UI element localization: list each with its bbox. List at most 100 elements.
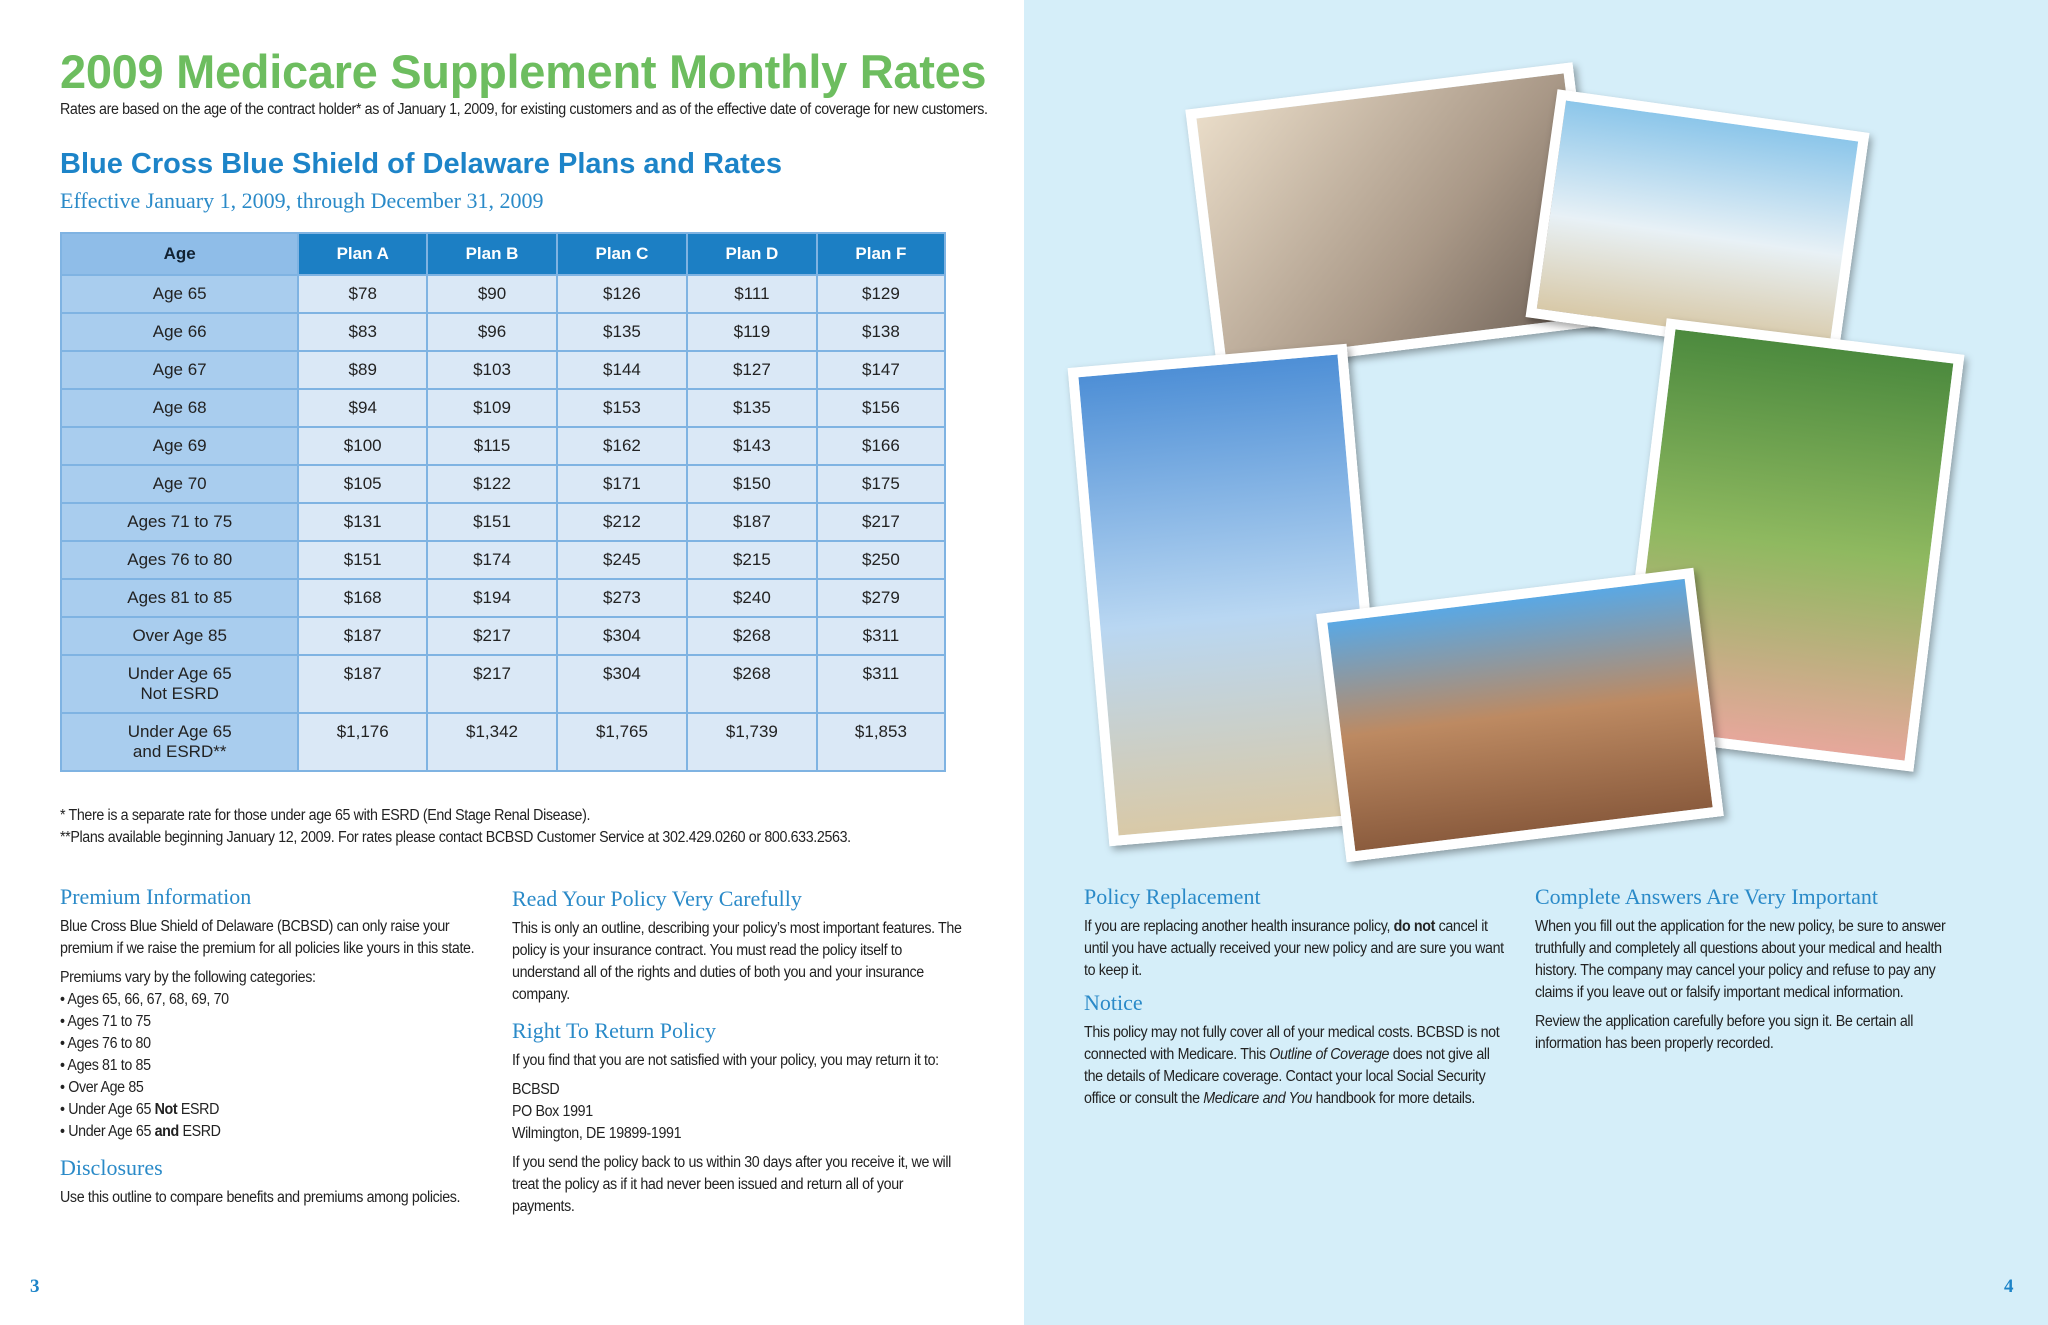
text-part: This policy may not fully cover all of y…	[1084, 1024, 1500, 1063]
cell: $129	[815, 274, 947, 314]
cell: $311	[815, 654, 947, 714]
col3: Policy Replacement If you are replacing …	[1084, 884, 1514, 1110]
row: Ages 81 to 85 $168 $194 $273 $240 $279	[59, 578, 947, 618]
cell: $245	[555, 540, 688, 580]
text: Premiums vary by the following categorie…	[60, 969, 316, 986]
cell: $122	[426, 464, 558, 504]
cell: $1,765	[555, 712, 688, 772]
cell: $111	[685, 274, 818, 314]
row: Age 68 $94 $109 $153 $135 $156	[59, 388, 947, 428]
cell: $151	[426, 502, 558, 542]
text-part: • Under Age 65	[60, 1101, 155, 1118]
cell: Over Age 85	[59, 616, 300, 656]
cell: $175	[815, 464, 947, 504]
list-item: • Over Age 85	[60, 1077, 492, 1099]
cell: Age 70	[59, 464, 300, 504]
heading: Right To Return Policy	[512, 1018, 717, 1043]
cell: $127	[685, 350, 818, 390]
col1: Premium Information Blue Cross Blue Shie…	[60, 884, 500, 1209]
header-cell: Plan C	[555, 232, 688, 276]
row: Age 67 $89 $103 $144 $127 $147	[59, 350, 947, 390]
address: Wilmington, DE 19899-1991	[512, 1125, 682, 1142]
text-part: • Ages 71 to 75	[60, 1013, 151, 1030]
cell: $119	[685, 312, 818, 352]
text-part: • Under Age 65	[60, 1123, 155, 1140]
footnote: **Plans available beginning January 12, …	[60, 829, 851, 846]
photo	[1525, 89, 1870, 361]
row: Over Age 85 $187 $217 $304 $268 $311	[59, 616, 947, 656]
text-part: cancel it until you have actually receiv…	[1084, 918, 1504, 979]
cell: $105	[297, 464, 429, 504]
text: If you send the policy back to us within…	[512, 1154, 951, 1215]
heading: Complete Answers Are Very Important	[1535, 884, 1878, 909]
row: Under Age 65 and ESRD** $1,176 $1,342 $1,76…	[59, 712, 947, 772]
intro: Rates are based on the age of the contra…	[60, 101, 988, 118]
text: Review the application carefully before …	[1535, 1013, 1914, 1052]
cell: $268	[685, 616, 818, 656]
heading: Notice	[1084, 990, 1143, 1015]
cell: Under Age 65 Not ESRD	[59, 654, 300, 714]
body: If you find that you are not satisfied w…	[512, 1050, 963, 1218]
cell: $311	[815, 616, 947, 656]
cell: $217	[426, 616, 558, 656]
text-part: • Over Age 85	[60, 1079, 144, 1096]
cell: $150	[685, 464, 818, 504]
cell: $143	[685, 426, 818, 466]
cell: $187	[297, 616, 429, 656]
cell: $94	[297, 388, 429, 428]
cell: $115	[426, 426, 558, 466]
row: Age 65 $78 $90 $126 $111 $129	[59, 274, 947, 314]
cell: $135	[685, 388, 818, 428]
text-part: ESRD	[177, 1101, 220, 1118]
cell: Ages 81 to 85	[59, 578, 300, 618]
cell: $100	[297, 426, 429, 466]
cell: $273	[555, 578, 688, 618]
col4: Complete Answers Are Very Important When…	[1535, 884, 1985, 1062]
cell: $96	[426, 312, 558, 352]
photo	[1316, 567, 1724, 863]
cell: $1,176	[297, 712, 429, 772]
heading: Disclosures	[60, 1155, 163, 1180]
list-item: • Under Age 65 and ESRD	[60, 1121, 492, 1143]
text-part: • Ages 76 to 80	[60, 1035, 151, 1052]
cell: $279	[815, 578, 947, 618]
cell: $171	[555, 464, 688, 504]
address: BCBSD	[512, 1081, 560, 1098]
heading: Policy Replacement	[1084, 884, 1261, 909]
address: PO Box 1991	[512, 1103, 593, 1120]
cell: Age 69	[59, 426, 300, 466]
heading: Read Your Policy Very Carefully	[512, 886, 802, 911]
header-cell: Age	[59, 232, 300, 276]
cell: $109	[426, 388, 558, 428]
cell: $240	[685, 578, 818, 618]
col2: Read Your Policy Very Carefully This is …	[512, 886, 972, 1225]
text: If you are replacing another health insu…	[1084, 916, 1507, 982]
text: Use this outline to compare benefits and…	[60, 1189, 461, 1206]
emphasis: Medicare and You	[1203, 1090, 1313, 1107]
cell: $147	[815, 350, 947, 390]
cell: $78	[297, 274, 429, 314]
page-number: 4	[2004, 1276, 2014, 1297]
cell: $212	[555, 502, 688, 542]
text: If you find that you are not satisfied w…	[512, 1052, 939, 1069]
body: Blue Cross Blue Shield of Delaware (BCBS…	[60, 916, 492, 1143]
cell: $187	[685, 502, 818, 542]
list-item: • Ages 65, 66, 67, 68, 69, 70	[60, 989, 492, 1011]
list-item: • Ages 76 to 80	[60, 1033, 492, 1055]
list: • Ages 65, 66, 67, 68, 69, 70 • Ages 71 t…	[60, 989, 492, 1143]
page-number: 3	[30, 1276, 40, 1297]
cell: $166	[815, 426, 947, 466]
header-cell: Plan D	[685, 232, 818, 276]
body: When you fill out the application for th…	[1535, 916, 1977, 1055]
cell: $83	[297, 312, 429, 352]
cell: $90	[426, 274, 558, 314]
cell: Age 66	[59, 312, 300, 352]
cell: $250	[815, 540, 947, 580]
cell: $153	[555, 388, 688, 428]
text-part: • Ages 65, 66, 67, 68, 69, 70	[60, 991, 229, 1008]
cell: $304	[555, 616, 688, 656]
cell: $217	[426, 654, 558, 714]
rates-table: Age Plan A Plan B Plan C Plan D Plan F Age 65 $…	[59, 232, 947, 772]
cell: $144	[555, 350, 688, 390]
